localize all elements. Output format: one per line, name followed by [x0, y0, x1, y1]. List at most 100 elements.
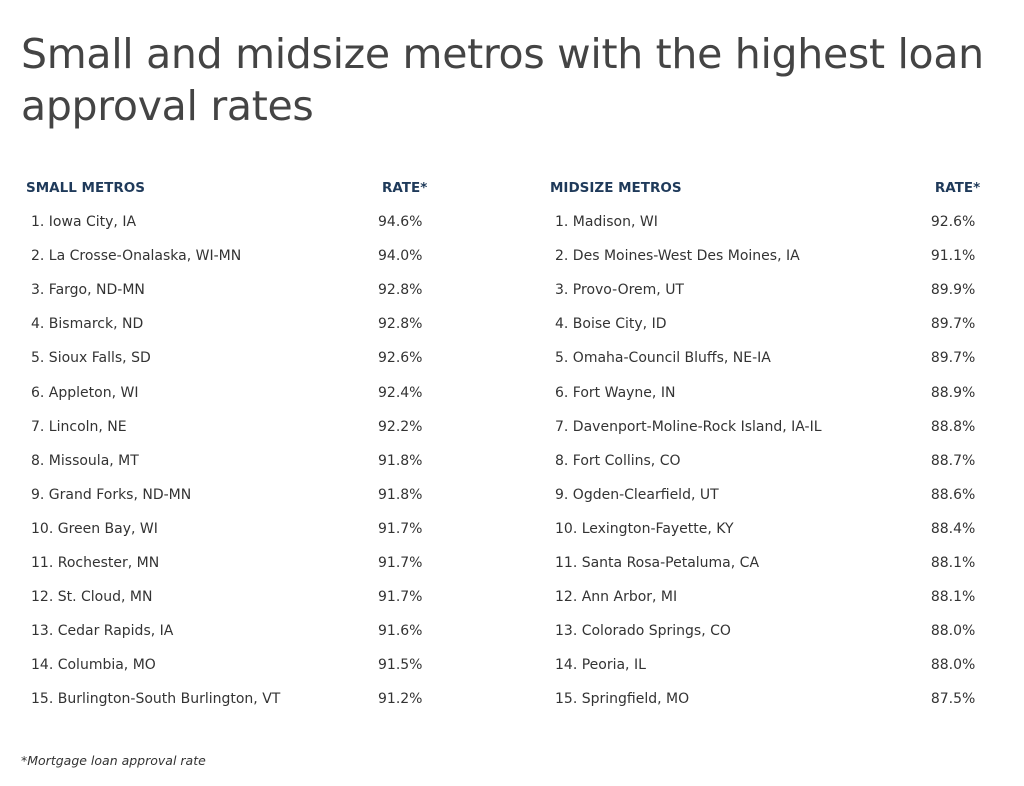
- small-metros-header: SMALL METROS: [26, 180, 145, 196]
- approval-rate: 88.4%: [930, 520, 976, 537]
- metro-name: 3. Fargo, ND-MN: [31, 282, 145, 299]
- approval-rate: 92.6%: [930, 214, 976, 231]
- metro-name: 10. Green Bay, WI: [31, 520, 158, 537]
- table-row: 8. Missoula, MT 91.8%: [20, 444, 502, 478]
- metro-name: 3. Provo-Orem, UT: [555, 282, 684, 299]
- approval-rate: 89.7%: [930, 316, 976, 333]
- approval-rate: 92.4%: [378, 384, 423, 401]
- midsize-metros-header: MIDSIZE METROS: [550, 180, 682, 196]
- table-row: 6. Fort Wayne, IN 88.9%: [544, 375, 1024, 409]
- table-row: 3. Provo-Orem, UT 89.9%: [544, 273, 1024, 307]
- metro-name: 6. Appleton, WI: [31, 384, 139, 401]
- table-row: 5. Sioux Falls, SD 92.6%: [20, 341, 502, 375]
- table-row: 1. Iowa City, IA 94.6%: [20, 205, 502, 239]
- approval-rate: 92.6%: [378, 350, 423, 367]
- approval-rate: 88.8%: [930, 418, 976, 435]
- table-row: 3. Fargo, ND-MN 92.8%: [20, 273, 502, 307]
- table-row: 10. Lexington-Fayette, KY 88.4%: [544, 512, 1024, 546]
- metro-name: 2. La Crosse-Onalaska, WI-MN: [31, 248, 242, 265]
- approval-rate: 89.7%: [930, 350, 976, 367]
- table-row: 12. St. Cloud, MN 91.7%: [20, 580, 502, 614]
- metro-name: 11. Rochester, MN: [31, 554, 160, 571]
- metro-name: 1. Iowa City, IA: [31, 214, 137, 231]
- approval-rate: 91.7%: [378, 520, 423, 537]
- table-header-row: SMALL METROS RATE*: [20, 171, 502, 205]
- table-row: 7. Lincoln, NE 92.2%: [20, 410, 502, 444]
- metro-name: 8. Missoula, MT: [31, 452, 139, 469]
- metro-name: 7. Davenport-Moline-Rock Island, IA-IL: [555, 418, 822, 435]
- approval-rate: 88.7%: [930, 452, 976, 469]
- footnote: *Mortgage loan approval rate: [21, 753, 206, 768]
- approval-rate: 88.1%: [930, 554, 976, 571]
- metro-name: 13. Cedar Rapids, IA: [31, 623, 174, 640]
- approval-rate: 92.8%: [378, 282, 423, 299]
- metro-name: 4. Boise City, ID: [555, 316, 667, 333]
- approval-rate: 91.6%: [378, 623, 423, 640]
- table-row: 2. La Crosse-Onalaska, WI-MN 94.0%: [20, 239, 502, 273]
- metro-name: 5. Omaha-Council Bluffs, NE-IA: [555, 350, 771, 367]
- table-row: 4. Bismarck, ND 92.8%: [20, 307, 502, 341]
- midsize-rate-header: RATE*: [934, 180, 981, 196]
- approval-rate: 91.8%: [378, 486, 423, 503]
- approval-rate: 87.5%: [930, 691, 976, 708]
- table-row: 13. Cedar Rapids, IA 91.6%: [20, 614, 502, 648]
- metro-name: 15. Springfield, MO: [555, 691, 690, 708]
- approval-rate: 92.8%: [378, 316, 423, 333]
- small-rate-header: RATE*: [382, 180, 428, 196]
- table-header-row: MIDSIZE METROS RATE*: [544, 171, 1024, 205]
- approval-rate: 91.2%: [378, 691, 423, 708]
- metro-name: 14. Columbia, MO: [31, 657, 156, 674]
- approval-rate: 88.6%: [930, 486, 976, 503]
- table-row: 9. Grand Forks, ND-MN 91.8%: [20, 478, 502, 512]
- small-metros-table: SMALL METROS RATE* 1. Iowa City, IA 94.6%…: [20, 171, 502, 716]
- metro-name: 10. Lexington-Fayette, KY: [555, 520, 734, 537]
- table-row: 9. Ogden-Clearfield, UT 88.6%: [544, 478, 1024, 512]
- metro-name: 6. Fort Wayne, IN: [555, 384, 676, 401]
- table-row: 1. Madison, WI 92.6%: [544, 205, 1024, 239]
- metro-name: 4. Bismarck, ND: [31, 316, 144, 333]
- approval-rate: 92.2%: [378, 418, 423, 435]
- metro-name: 1. Madison, WI: [555, 214, 658, 231]
- table-row: 6. Appleton, WI 92.4%: [20, 375, 502, 409]
- table-row: 14. Peoria, IL 88.0%: [544, 648, 1024, 682]
- approval-rate: 94.6%: [378, 214, 423, 231]
- page-title: Small and midsize metros with the highes…: [21, 30, 984, 130]
- approval-rate: 91.5%: [378, 657, 423, 674]
- metro-name: 9. Grand Forks, ND-MN: [31, 486, 192, 503]
- approval-rate: 89.9%: [930, 282, 976, 299]
- table-row: 12. Ann Arbor, MI 88.1%: [544, 580, 1024, 614]
- table-row: 15. Burlington-South Burlington, VT 91.2%: [20, 682, 502, 716]
- approval-rate: 88.1%: [930, 589, 976, 606]
- approval-rate: 88.0%: [930, 657, 976, 674]
- table-row: 14. Columbia, MO 91.5%: [20, 648, 502, 682]
- approval-rate: 94.0%: [378, 248, 423, 265]
- metro-name: 11. Santa Rosa-Petaluma, CA: [555, 554, 760, 571]
- approval-rate: 91.7%: [378, 554, 423, 571]
- metro-name: 13. Colorado Springs, CO: [555, 623, 731, 640]
- table-row: 11. Rochester, MN 91.7%: [20, 546, 502, 580]
- metro-name: 8. Fort Collins, CO: [555, 452, 681, 469]
- table-row: 13. Colorado Springs, CO 88.0%: [544, 614, 1024, 648]
- table-row: 2. Des Moines-West Des Moines, IA 91.1%: [544, 239, 1024, 273]
- approval-rate: 91.8%: [378, 452, 423, 469]
- metro-name: 2. Des Moines-West Des Moines, IA: [555, 248, 800, 265]
- table-row: 4. Boise City, ID 89.7%: [544, 307, 1024, 341]
- metro-name: 12. Ann Arbor, MI: [555, 589, 678, 606]
- table-row: 11. Santa Rosa-Petaluma, CA 88.1%: [544, 546, 1024, 580]
- approval-rate: 88.9%: [930, 384, 976, 401]
- approval-rate: 91.1%: [930, 248, 976, 265]
- metro-name: 5. Sioux Falls, SD: [31, 350, 151, 367]
- table-row: 5. Omaha-Council Bluffs, NE-IA 89.7%: [544, 341, 1024, 375]
- table-row: 8. Fort Collins, CO 88.7%: [544, 444, 1024, 478]
- approval-rate: 91.7%: [378, 589, 423, 606]
- metro-name: 9. Ogden-Clearfield, UT: [555, 486, 719, 503]
- table-row: 15. Springfield, MO 87.5%: [544, 682, 1024, 716]
- metro-name: 12. St. Cloud, MN: [31, 589, 153, 606]
- metro-name: 15. Burlington-South Burlington, VT: [31, 691, 281, 708]
- table-row: 7. Davenport-Moline-Rock Island, IA-IL 88…: [544, 410, 1024, 444]
- metro-name: 14. Peoria, IL: [555, 657, 646, 674]
- midsize-metros-table: MIDSIZE METROS RATE* 1. Madison, WI 92.6%…: [544, 171, 1024, 716]
- approval-rate: 88.0%: [930, 623, 976, 640]
- table-row: 10. Green Bay, WI 91.7%: [20, 512, 502, 546]
- metro-name: 7. Lincoln, NE: [31, 418, 127, 435]
